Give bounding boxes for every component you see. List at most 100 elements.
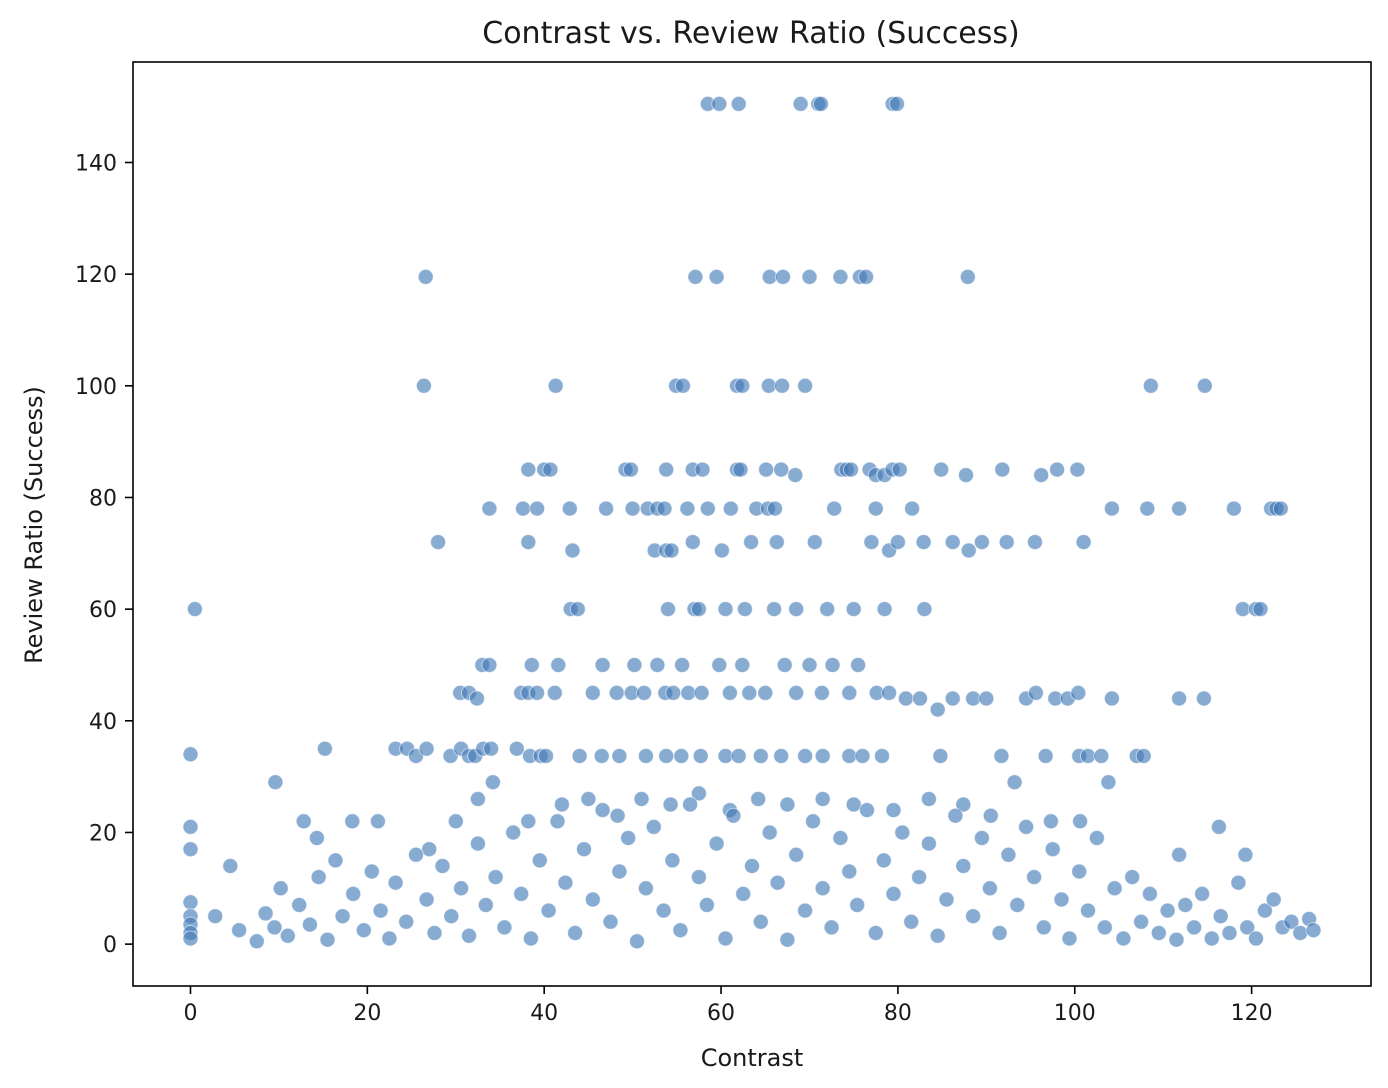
data-point: [1203, 930, 1220, 947]
data-point: [443, 908, 460, 925]
data-point: [1171, 500, 1188, 517]
data-point: [611, 863, 628, 880]
data-point: [611, 748, 628, 764]
data-point: [775, 268, 791, 285]
data-point: [609, 807, 626, 824]
data-point: [1142, 377, 1159, 394]
data-point: [845, 796, 862, 813]
data-point: [779, 796, 796, 813]
data-point: [920, 791, 937, 807]
data-point: [1080, 902, 1096, 919]
data-point: [998, 534, 1015, 551]
data-point: [698, 897, 715, 913]
data-point: [717, 601, 734, 618]
y-tick-label: 80: [89, 486, 117, 511]
data-point: [1069, 461, 1086, 478]
data-point: [257, 905, 274, 922]
data-point: [897, 690, 914, 707]
data-point: [889, 95, 905, 112]
data-point: [1103, 500, 1120, 517]
data-point: [993, 748, 1010, 764]
data-point: [858, 268, 875, 285]
data-point: [345, 885, 362, 902]
data-point: [1053, 891, 1070, 908]
data-point: [1194, 885, 1211, 902]
data-point: [417, 268, 434, 285]
data-point: [711, 657, 728, 673]
data-point: [933, 461, 950, 478]
data-point: [1221, 925, 1238, 941]
data-point: [231, 922, 248, 939]
data-point: [947, 807, 964, 824]
data-point: [693, 684, 710, 701]
data-point: [741, 684, 758, 701]
data-point: [186, 601, 203, 618]
data-point: [594, 802, 611, 819]
data-point: [711, 95, 728, 112]
data-point: [849, 897, 866, 913]
data-point: [645, 818, 662, 835]
data-point: [850, 657, 867, 673]
data-point: [920, 835, 937, 852]
data-point: [477, 897, 494, 913]
data-point: [1196, 377, 1213, 394]
data-point: [797, 748, 814, 764]
data-point: [649, 657, 666, 673]
data-point: [434, 858, 451, 874]
data-point: [1035, 919, 1052, 936]
data-point: [973, 534, 990, 551]
data-point: [1072, 813, 1089, 830]
data-point: [672, 922, 689, 939]
data-point: [576, 841, 592, 858]
data-point: [461, 927, 477, 944]
data-point: [797, 377, 814, 394]
data-point: [481, 500, 498, 517]
data-point: [991, 925, 1008, 941]
data-point: [1103, 690, 1120, 707]
data-point: [267, 774, 284, 791]
data-point: [832, 830, 849, 846]
data-point: [788, 601, 805, 618]
data-point: [372, 902, 389, 919]
data-point: [916, 601, 933, 618]
data-point: [891, 461, 908, 478]
data-point: [182, 894, 199, 911]
data-point: [531, 852, 548, 869]
data-point: [797, 902, 814, 919]
data-point: [182, 841, 199, 858]
data-point: [725, 807, 742, 824]
data-point: [788, 684, 805, 701]
data-point: [415, 377, 432, 394]
data-point: [1256, 902, 1273, 919]
data-point: [266, 919, 283, 936]
data-point: [655, 902, 672, 919]
data-point: [1018, 818, 1035, 835]
data-point: [550, 657, 567, 673]
data-point: [682, 796, 699, 813]
data-point: [845, 601, 862, 618]
data-point: [580, 791, 597, 807]
data-point: [903, 913, 920, 930]
x-tick-label: 120: [1231, 1001, 1273, 1026]
data-point: [813, 684, 830, 701]
data-point: [626, 657, 643, 673]
data-point: [310, 869, 327, 886]
data-point: [768, 534, 785, 551]
data-point: [1106, 880, 1123, 897]
data-point: [564, 542, 581, 559]
data-point: [1033, 467, 1050, 484]
data-point: [1150, 925, 1167, 941]
data-point: [1168, 931, 1185, 948]
data-point: [699, 500, 716, 517]
data-point: [960, 542, 977, 559]
data-point: [674, 657, 691, 673]
data-point: [430, 534, 447, 551]
data-point: [932, 748, 949, 764]
data-point: [1080, 748, 1096, 764]
data-point: [955, 796, 972, 813]
y-tick-label: 40: [89, 710, 117, 735]
data-point: [814, 748, 831, 764]
data-point: [567, 925, 584, 941]
data-point: [1071, 863, 1088, 880]
data-point: [675, 377, 691, 394]
